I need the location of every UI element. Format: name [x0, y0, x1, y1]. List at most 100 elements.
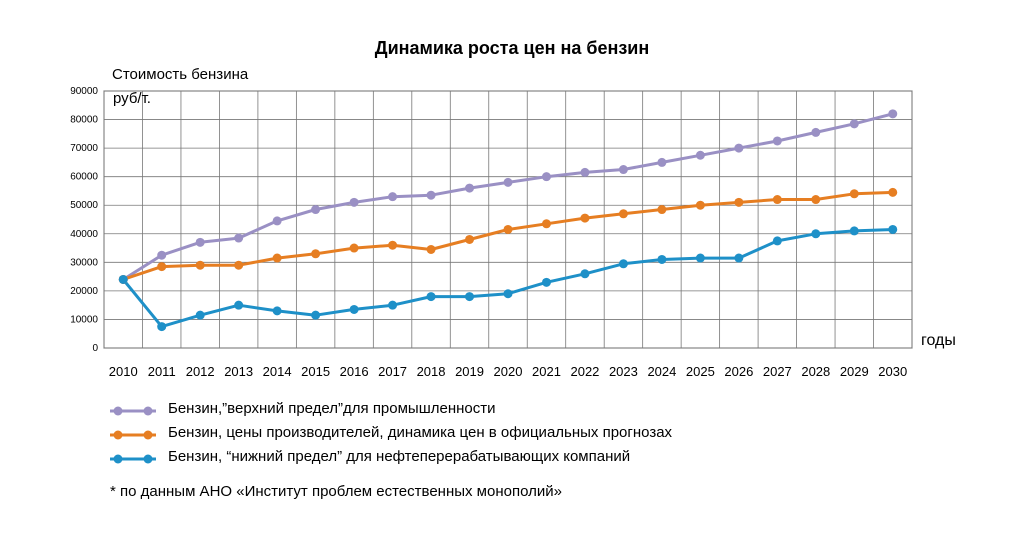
y-tick-label: 40000	[70, 229, 98, 240]
x-tick-label: 2021	[532, 364, 561, 379]
x-tick-label: 2030	[878, 364, 907, 379]
legend-swatch-lower	[110, 454, 156, 464]
y-tick-label: 30000	[70, 257, 98, 268]
legend-swatch-marker	[113, 454, 123, 464]
data-point-lower	[849, 226, 859, 236]
x-tick-label: 2018	[417, 364, 446, 379]
data-point-official	[888, 187, 898, 197]
data-point-official	[541, 219, 551, 229]
data-point-upper	[157, 250, 167, 260]
data-point-official	[618, 209, 628, 219]
data-point-upper	[388, 192, 398, 202]
data-point-lower	[618, 259, 628, 269]
data-point-lower	[695, 253, 705, 263]
data-point-lower	[311, 310, 321, 320]
data-point-lower	[426, 292, 436, 302]
legend-label-upper: Бензин,”верхний предел”для промышленност…	[168, 400, 496, 417]
data-point-upper	[888, 109, 898, 119]
data-point-upper	[195, 237, 205, 247]
data-point-lower	[772, 236, 782, 246]
data-point-upper	[541, 172, 551, 182]
data-point-upper	[580, 167, 590, 177]
y-tick-label: 90000	[70, 86, 98, 97]
data-point-upper	[349, 197, 359, 207]
data-point-upper	[772, 136, 782, 146]
data-point-official	[695, 200, 705, 210]
data-point-upper	[695, 150, 705, 160]
data-point-upper	[849, 119, 859, 129]
y-tick-label: 70000	[70, 143, 98, 154]
data-point-lower	[811, 229, 821, 239]
x-tick-label: 2028	[801, 364, 830, 379]
data-point-upper	[618, 165, 628, 175]
data-point-lower	[195, 310, 205, 320]
legend-swatch-marker	[143, 430, 153, 440]
data-point-official	[195, 260, 205, 270]
x-tick-label: 2012	[186, 364, 215, 379]
x-tick-label: 2020	[494, 364, 523, 379]
series-points	[118, 109, 898, 332]
x-tick-label: 2029	[840, 364, 869, 379]
data-point-official	[388, 240, 398, 250]
data-point-official	[849, 189, 859, 199]
x-tick-label: 2025	[686, 364, 715, 379]
data-point-upper	[272, 216, 282, 226]
data-point-official	[234, 260, 244, 270]
x-tick-label: 2017	[378, 364, 407, 379]
legend-swatch-marker	[143, 406, 153, 416]
data-point-upper	[503, 177, 513, 187]
x-tick-label: 2014	[263, 364, 292, 379]
footnote: * по данным АНО «Институт проблем естест…	[110, 483, 562, 500]
data-point-official	[580, 213, 590, 223]
data-point-official	[734, 197, 744, 207]
legend-label-lower: Бензин, “нижний предел” для нефтеперераб…	[168, 448, 631, 465]
y-tick-label: 60000	[70, 172, 98, 183]
data-point-upper	[234, 233, 244, 243]
data-point-lower	[734, 253, 744, 263]
data-point-lower	[888, 224, 898, 234]
x-tick-label: 2027	[763, 364, 792, 379]
data-point-lower	[118, 274, 128, 284]
x-tick-label: 2010	[109, 364, 138, 379]
data-point-lower	[388, 300, 398, 310]
data-point-upper	[311, 205, 321, 215]
data-point-official	[426, 244, 436, 254]
legend-swatch-marker	[113, 406, 123, 416]
y-axis-label-line1: Стоимость бензина	[112, 66, 249, 83]
chart-title: Динамика роста цен на бензин	[374, 38, 650, 58]
data-point-lower	[465, 292, 475, 302]
data-point-official	[272, 253, 282, 263]
data-point-lower	[657, 254, 667, 264]
y-tick-label: 20000	[70, 286, 98, 297]
y-tick-label: 0	[92, 343, 98, 354]
data-point-lower	[234, 300, 244, 310]
y-tick-label: 50000	[70, 200, 98, 211]
data-point-lower	[541, 277, 551, 287]
x-tick-label: 2015	[301, 364, 330, 379]
data-point-lower	[580, 269, 590, 279]
y-tick-label: 80000	[70, 115, 98, 126]
x-tick-label: 2022	[570, 364, 599, 379]
data-point-official	[657, 205, 667, 215]
data-point-official	[465, 234, 475, 244]
legend-swatch-upper	[110, 406, 156, 416]
data-point-official	[157, 262, 167, 272]
legend-label-official: Бензин, цены производителей, динамика це…	[168, 424, 673, 441]
data-point-lower	[503, 289, 513, 299]
data-point-upper	[811, 127, 821, 137]
data-point-lower	[272, 306, 282, 316]
y-axis-label-line2: руб/т.	[113, 90, 151, 107]
x-tick-label: 2016	[340, 364, 369, 379]
x-tick-label: 2023	[609, 364, 638, 379]
x-axis-ticks: 2010 2011 2012 2013 2014 2015 2016 2017 2018 2019…	[109, 364, 907, 379]
legend-swatch-official	[110, 430, 156, 440]
data-point-official	[349, 243, 359, 253]
data-point-upper	[426, 190, 436, 200]
y-axis-ticks: 0 10000 20000 30000 40000 50000 60000 70000 8000…	[70, 86, 98, 354]
data-point-lower	[157, 322, 167, 332]
data-point-official	[311, 249, 321, 259]
data-point-upper	[734, 143, 744, 153]
data-point-official	[772, 195, 782, 205]
x-tick-label: 2011	[148, 364, 176, 379]
